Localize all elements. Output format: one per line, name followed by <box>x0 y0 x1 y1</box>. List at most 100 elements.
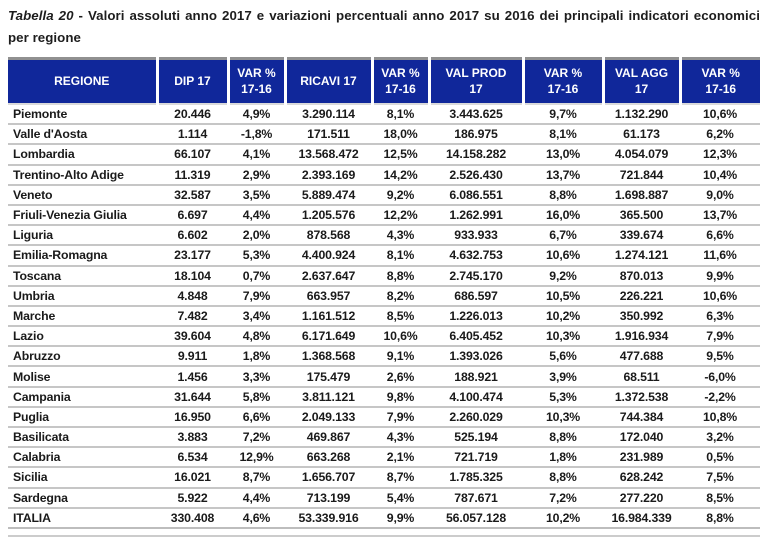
value-cell: 7,5% <box>680 466 760 488</box>
value-cell: 68.511 <box>603 365 680 387</box>
value-cell: 13.568.472 <box>285 143 372 165</box>
value-cell: 4.400.924 <box>285 244 372 266</box>
region-cell: Emilia-Romagna <box>8 244 157 266</box>
value-cell: 6,2% <box>680 123 760 145</box>
value-cell: -1,8% <box>228 123 285 145</box>
value-cell: 663.268 <box>285 446 372 468</box>
value-cell: 6.171.649 <box>285 325 372 347</box>
value-cell: 8,7% <box>372 466 429 488</box>
value-cell: 13,7% <box>680 203 760 226</box>
value-cell: 13,7% <box>523 163 603 185</box>
value-cell: 469.867 <box>285 425 372 448</box>
region-cell: Toscana <box>8 264 157 286</box>
value-cell: 2.745.170 <box>429 264 523 286</box>
value-cell: 1.132.290 <box>603 102 680 125</box>
value-cell: 2,1% <box>372 446 429 468</box>
value-cell: 1.114 <box>157 123 228 145</box>
value-cell: 10,6% <box>523 244 603 266</box>
table-row: Campania 31.644 5,8% 3.811.121 9,8% 4.100.474… <box>8 385 760 407</box>
value-cell: 9,8% <box>372 385 429 407</box>
value-cell: 1.205.576 <box>285 203 372 226</box>
table-row: Abruzzo 9.911 1,8% 1.368.568 9,1% 1.393.026 5,… <box>8 345 760 367</box>
value-cell: 4,3% <box>372 224 429 246</box>
value-cell: 16.021 <box>157 466 228 488</box>
value-cell: 8,1% <box>372 244 429 266</box>
table-row: Emilia-Romagna 23.177 5,3% 4.400.924 8,1% 4.6… <box>8 244 760 266</box>
value-cell: 6.602 <box>157 224 228 246</box>
value-cell: 2,6% <box>372 365 429 387</box>
value-cell: 4.848 <box>157 284 228 306</box>
table-caption: Tabella 20 - Valori assoluti anno 2017 e… <box>8 5 760 48</box>
value-cell: 11.319 <box>157 163 228 185</box>
value-cell: 4,8% <box>228 325 285 347</box>
value-cell: 2,9% <box>228 163 285 185</box>
value-cell: 8,1% <box>372 102 429 125</box>
column-header: REGIONE <box>8 58 157 104</box>
column-header: VAR % 17-16 <box>521 58 603 104</box>
column-header: RICAVI 17 <box>283 58 372 104</box>
value-cell: 9,5% <box>680 345 760 367</box>
region-cell: Friuli-Venezia Giulia <box>8 203 157 226</box>
value-cell: 4,1% <box>228 143 285 165</box>
value-cell: 8,8% <box>523 466 603 488</box>
region-cell: Veneto <box>8 183 157 205</box>
value-cell: 18.104 <box>157 264 228 286</box>
value-cell: 1.785.325 <box>429 466 523 488</box>
value-cell: -6,0% <box>680 365 760 387</box>
value-cell: 6.086.551 <box>429 183 523 205</box>
value-cell: 5.889.474 <box>285 183 372 205</box>
value-cell: 4,6% <box>228 506 285 529</box>
value-cell: 5,8% <box>228 385 285 407</box>
value-cell: 4,3% <box>372 425 429 448</box>
region-cell: Trentino-Alto Adige <box>8 163 157 185</box>
value-cell: 6,6% <box>228 405 285 427</box>
value-cell: 1.274.121 <box>603 244 680 266</box>
value-cell: 2.526.430 <box>429 163 523 185</box>
value-cell: 4,4% <box>228 486 285 508</box>
value-cell: 1.916.934 <box>603 325 680 347</box>
value-cell: 330.408 <box>157 506 228 529</box>
table-row: Liguria 6.602 2,0% 878.568 4,3% 933.933 6,7% 33… <box>8 224 760 246</box>
value-cell: 2.049.133 <box>285 405 372 427</box>
column-header: VAR % 17-16 <box>678 58 760 104</box>
region-cell: ITALIA <box>8 506 157 529</box>
value-cell: 744.384 <box>603 405 680 427</box>
value-cell: 14,2% <box>372 163 429 185</box>
value-cell: 9,7% <box>523 102 603 125</box>
region-cell: Lazio <box>8 325 157 347</box>
value-cell: 231.989 <box>603 446 680 468</box>
value-cell: 870.013 <box>603 264 680 286</box>
header-row: REGIONE DIP 17 VAR % 17-16 RICAVI 17 VAR % 1… <box>8 58 760 104</box>
value-cell: 1.698.887 <box>603 183 680 205</box>
table-row: Lazio 39.604 4,8% 6.171.649 10,6% 6.405.452 10… <box>8 325 760 347</box>
value-cell: 663.957 <box>285 284 372 306</box>
value-cell: 2.393.169 <box>285 163 372 185</box>
table-row: Veneto 32.587 3,5% 5.889.474 9,2% 6.086.551 8,… <box>8 183 760 205</box>
value-cell: 8,8% <box>523 183 603 205</box>
table-caption-number: Tabella 20 <box>8 8 74 23</box>
value-cell: 713.199 <box>285 486 372 508</box>
value-cell: 1.456 <box>157 365 228 387</box>
value-cell: 5,6% <box>523 345 603 367</box>
value-cell: 5,3% <box>228 244 285 266</box>
value-cell: 9,9% <box>680 264 760 286</box>
value-cell: 4,9% <box>228 102 285 125</box>
value-cell: 477.688 <box>603 345 680 367</box>
value-cell: 9.911 <box>157 345 228 367</box>
value-cell: 10,5% <box>523 284 603 306</box>
value-cell: 61.173 <box>603 123 680 145</box>
value-cell: 878.568 <box>285 224 372 246</box>
column-header: VAL AGG 17 <box>601 58 680 104</box>
region-cell: Piemonte <box>8 102 157 125</box>
value-cell: 3,4% <box>228 304 285 327</box>
value-cell: 9,0% <box>680 183 760 205</box>
value-cell: 686.597 <box>429 284 523 306</box>
value-cell: 16.984.339 <box>603 506 680 529</box>
value-cell: 12,9% <box>228 446 285 468</box>
value-cell: 4.632.753 <box>429 244 523 266</box>
table-row: Sicilia 16.021 8,7% 1.656.707 8,7% 1.785.325 8… <box>8 466 760 488</box>
value-cell: 2,0% <box>228 224 285 246</box>
value-cell: 0,5% <box>680 446 760 468</box>
value-cell: 5,3% <box>523 385 603 407</box>
value-cell: 721.844 <box>603 163 680 185</box>
